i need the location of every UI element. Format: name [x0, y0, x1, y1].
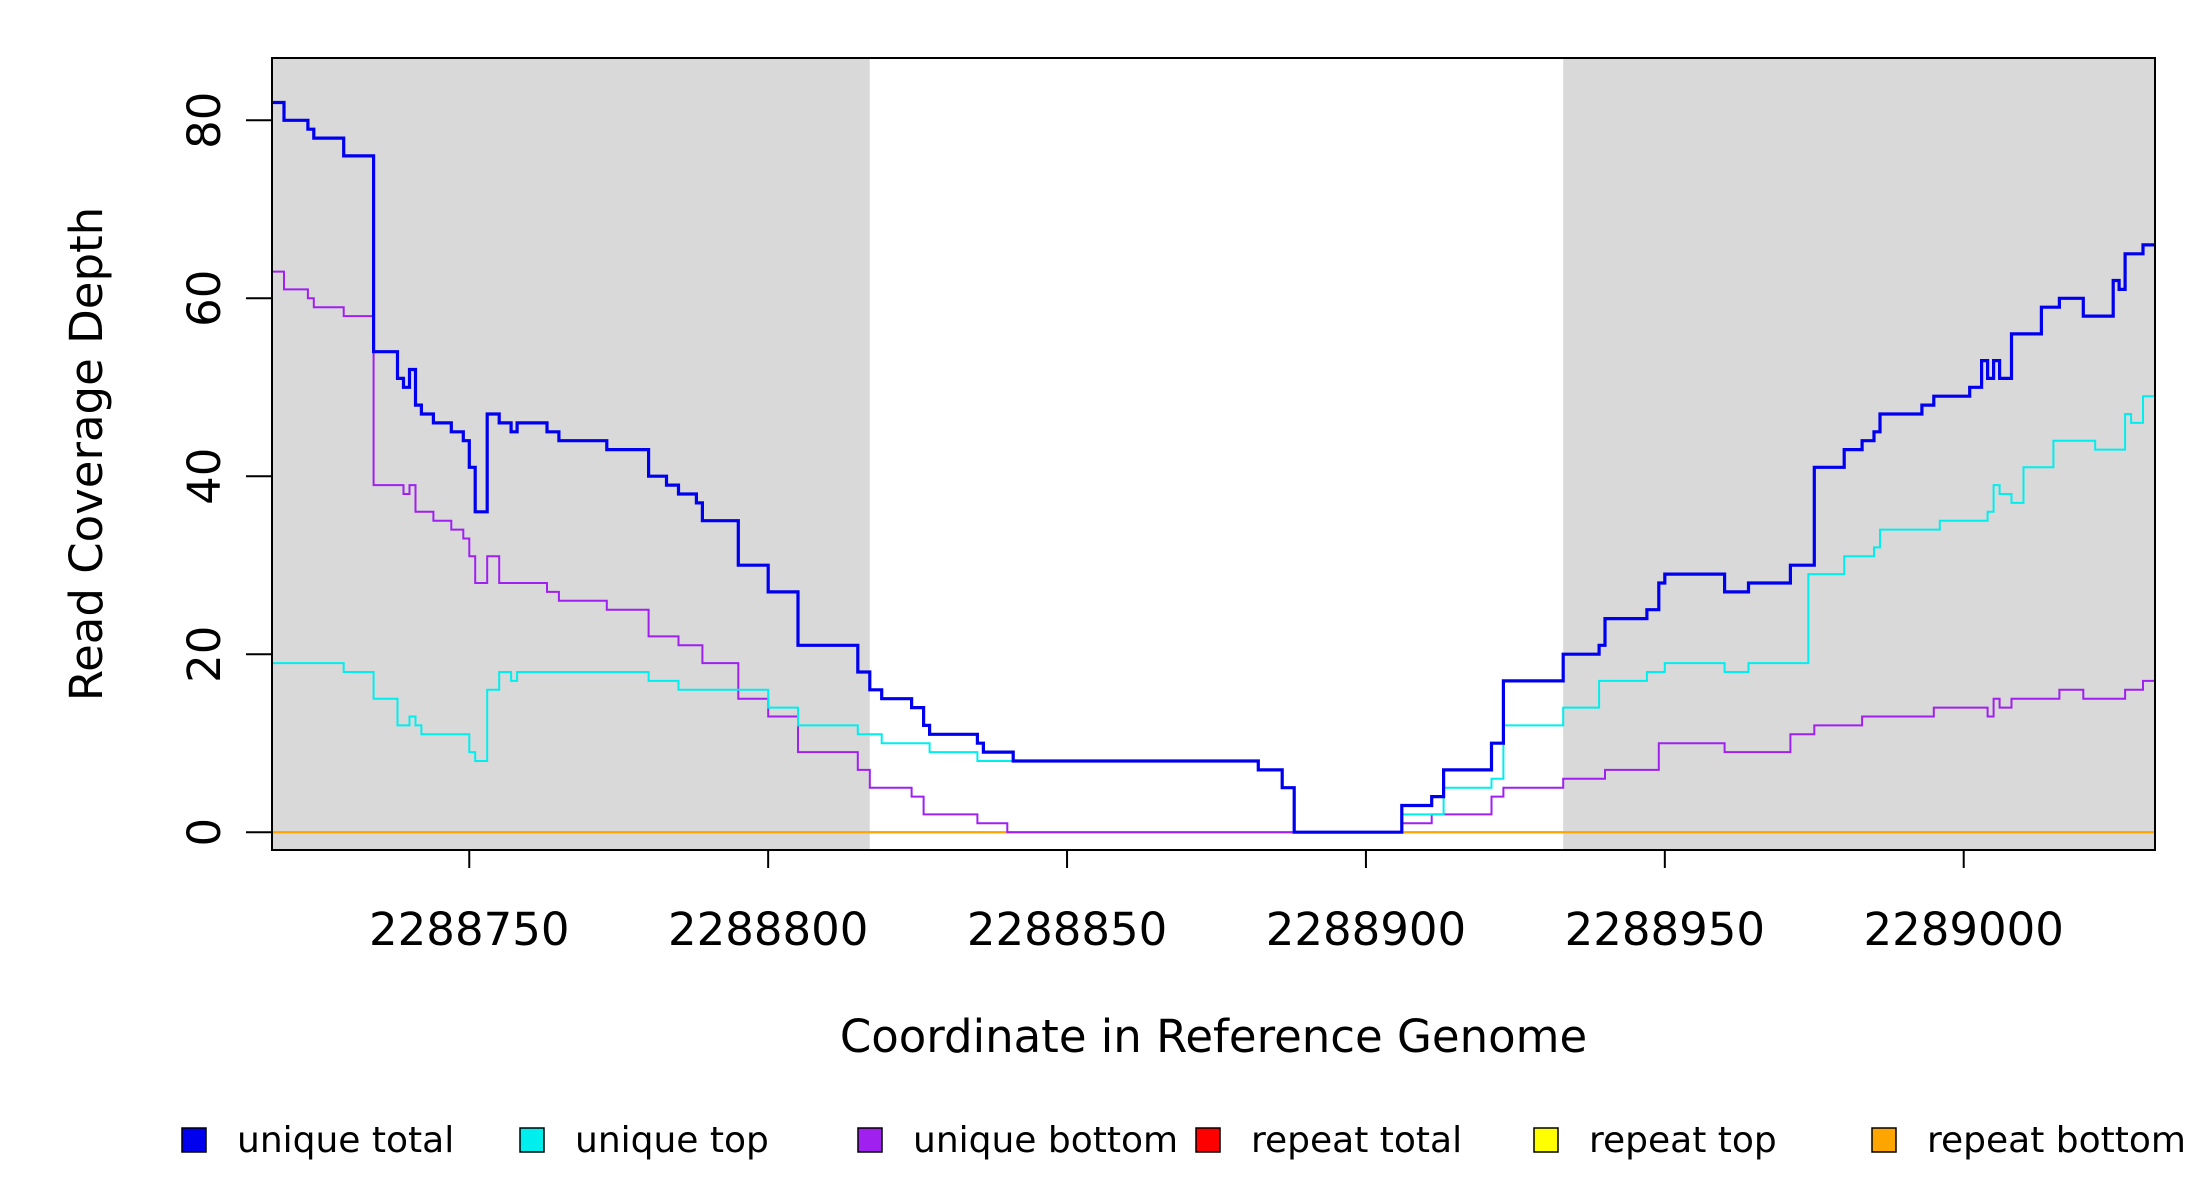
legend-label-repeat-top: repeat top [1589, 1120, 1777, 1161]
legend-swatch-repeat-total [1195, 1127, 1221, 1153]
y-tick-label: 60 [178, 270, 231, 327]
legend-label-unique-top: unique top [575, 1120, 769, 1161]
x-tick-label: 2288950 [1565, 903, 1765, 956]
axes: 2288750 2288800 2288850 2288900 2288950 22890… [178, 92, 2064, 956]
x-tick-label: 2289000 [1864, 903, 2064, 956]
series-line-unique-top [272, 395, 2155, 834]
y-axis-title: Read Coverage Depth [60, 207, 113, 701]
legend-swatch-repeat-bottom [1871, 1127, 1897, 1153]
x-tick-label: 2288800 [668, 903, 868, 956]
legend-swatch-unique-top [519, 1127, 545, 1153]
y-tick-label: 0 [178, 818, 231, 847]
series-line-unique-total [272, 100, 2155, 834]
plot-background [272, 58, 2155, 850]
legend-swatch-repeat-top [1533, 1127, 1559, 1153]
x-tick-label: 2288750 [369, 903, 569, 956]
legend-label-repeat-bottom: repeat bottom [1927, 1120, 2186, 1161]
legend-label-unique-total: unique total [237, 1120, 454, 1161]
series-line-unique-bottom [272, 270, 2155, 834]
legend-swatch-unique-total [181, 1127, 207, 1153]
legend-swatch-unique-bottom [857, 1127, 883, 1153]
legend-label-unique-bottom: unique bottom [913, 1120, 1178, 1161]
legend: unique total unique top unique bottom repea… [181, 1120, 2186, 1161]
series-layer [272, 100, 2155, 834]
shaded-region-2 [1563, 58, 2155, 850]
shaded-region-1 [272, 58, 870, 850]
x-tick-label: 2288850 [967, 903, 1167, 956]
x-tick-label: 2288900 [1266, 903, 1466, 956]
legend-label-repeat-total: repeat total [1251, 1120, 1462, 1161]
x-axis-title: Coordinate in Reference Genome [840, 1010, 1587, 1063]
y-tick-label: 20 [178, 626, 231, 683]
y-tick-label: 80 [178, 92, 231, 149]
y-tick-label: 40 [178, 448, 231, 505]
